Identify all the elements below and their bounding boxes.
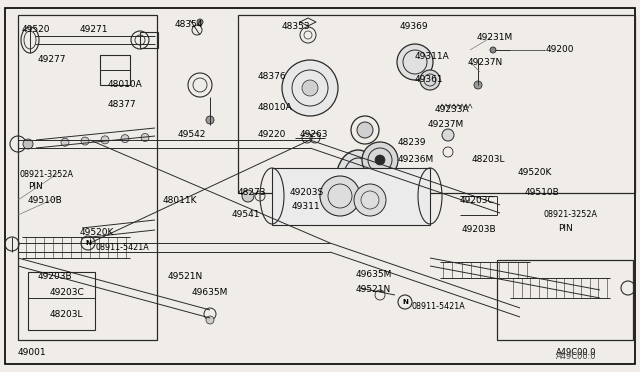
Circle shape	[121, 135, 129, 142]
Text: 49271: 49271	[80, 25, 109, 34]
Text: N: N	[85, 240, 91, 246]
Text: 49001: 49001	[18, 348, 47, 357]
Text: 49203B: 49203B	[462, 225, 497, 234]
Text: 49203B: 49203B	[38, 272, 72, 281]
Bar	[272, 168, 430, 225]
Circle shape	[442, 129, 454, 141]
Text: PIN: PIN	[558, 224, 573, 233]
Circle shape	[141, 134, 149, 141]
Text: 49311: 49311	[292, 202, 321, 211]
Text: 49277: 49277	[38, 55, 67, 64]
Circle shape	[282, 60, 338, 116]
Text: 48203L: 48203L	[50, 310, 83, 319]
Text: 49203S: 49203S	[290, 188, 324, 197]
Text: 49231M: 49231M	[477, 33, 513, 42]
Text: 48354: 48354	[175, 20, 204, 29]
Text: 49521N: 49521N	[168, 272, 204, 281]
Text: 49203C: 49203C	[50, 288, 84, 297]
Text: 49369: 49369	[400, 22, 429, 31]
Circle shape	[375, 155, 385, 165]
Text: 49220: 49220	[258, 130, 286, 139]
Text: A49C00.0: A49C00.0	[556, 348, 596, 357]
Circle shape	[397, 44, 433, 80]
Bar	[18, 15, 157, 340]
Circle shape	[490, 47, 496, 53]
Text: 49520K: 49520K	[518, 168, 552, 177]
Ellipse shape	[336, 150, 380, 210]
Text: 49510B: 49510B	[525, 188, 560, 197]
Text: 49233A: 49233A	[435, 105, 470, 114]
Text: 49520: 49520	[22, 25, 51, 34]
Circle shape	[320, 176, 360, 216]
Text: 49311A: 49311A	[415, 52, 450, 61]
Circle shape	[23, 139, 33, 149]
Circle shape	[420, 70, 440, 90]
Text: 49542: 49542	[178, 130, 206, 139]
Circle shape	[206, 316, 214, 324]
Text: 08911-5421A: 08911-5421A	[95, 243, 148, 252]
Text: 49635M: 49635M	[356, 270, 392, 279]
Bar	[140, 32, 158, 48]
Text: 48203L: 48203L	[472, 155, 506, 164]
Text: 48010A: 48010A	[108, 80, 143, 89]
Circle shape	[101, 136, 109, 144]
Text: 48239: 48239	[398, 138, 426, 147]
Circle shape	[242, 190, 254, 202]
Text: 48353: 48353	[282, 22, 310, 31]
Text: 48011K: 48011K	[163, 196, 198, 205]
Text: 49237M: 49237M	[428, 120, 464, 129]
Bar	[100, 55, 130, 85]
Text: 49510B: 49510B	[28, 196, 63, 205]
Text: 08911-5421A: 08911-5421A	[412, 302, 466, 311]
Text: 49200: 49200	[546, 45, 575, 54]
Text: 48377: 48377	[108, 100, 136, 109]
Text: N: N	[402, 299, 408, 305]
Text: 48010A: 48010A	[258, 103, 292, 112]
Text: 49237N: 49237N	[468, 58, 503, 67]
Text: 49203C: 49203C	[460, 196, 495, 205]
Text: 49635M: 49635M	[192, 288, 228, 297]
Text: 49541: 49541	[232, 210, 260, 219]
Circle shape	[206, 116, 214, 124]
Bar	[28, 272, 95, 330]
Bar	[497, 260, 633, 340]
Circle shape	[81, 137, 89, 145]
Text: PIN: PIN	[28, 182, 43, 191]
Text: 08921-3252A: 08921-3252A	[20, 170, 74, 179]
Text: 08921-3252A: 08921-3252A	[544, 210, 598, 219]
Circle shape	[61, 138, 69, 146]
Text: 49361: 49361	[415, 75, 444, 84]
Text: 49236M: 49236M	[398, 155, 435, 164]
Circle shape	[357, 122, 373, 138]
Circle shape	[362, 142, 398, 178]
Text: 49521N: 49521N	[356, 285, 391, 294]
Text: 49263: 49263	[300, 130, 328, 139]
Text: 49520K: 49520K	[80, 228, 115, 237]
Circle shape	[302, 80, 318, 96]
Circle shape	[197, 19, 203, 25]
Text: 48376: 48376	[258, 72, 287, 81]
Circle shape	[474, 81, 482, 89]
Text: 48273: 48273	[238, 188, 266, 197]
Circle shape	[354, 184, 386, 216]
Text: A49C00.0: A49C00.0	[556, 352, 596, 361]
